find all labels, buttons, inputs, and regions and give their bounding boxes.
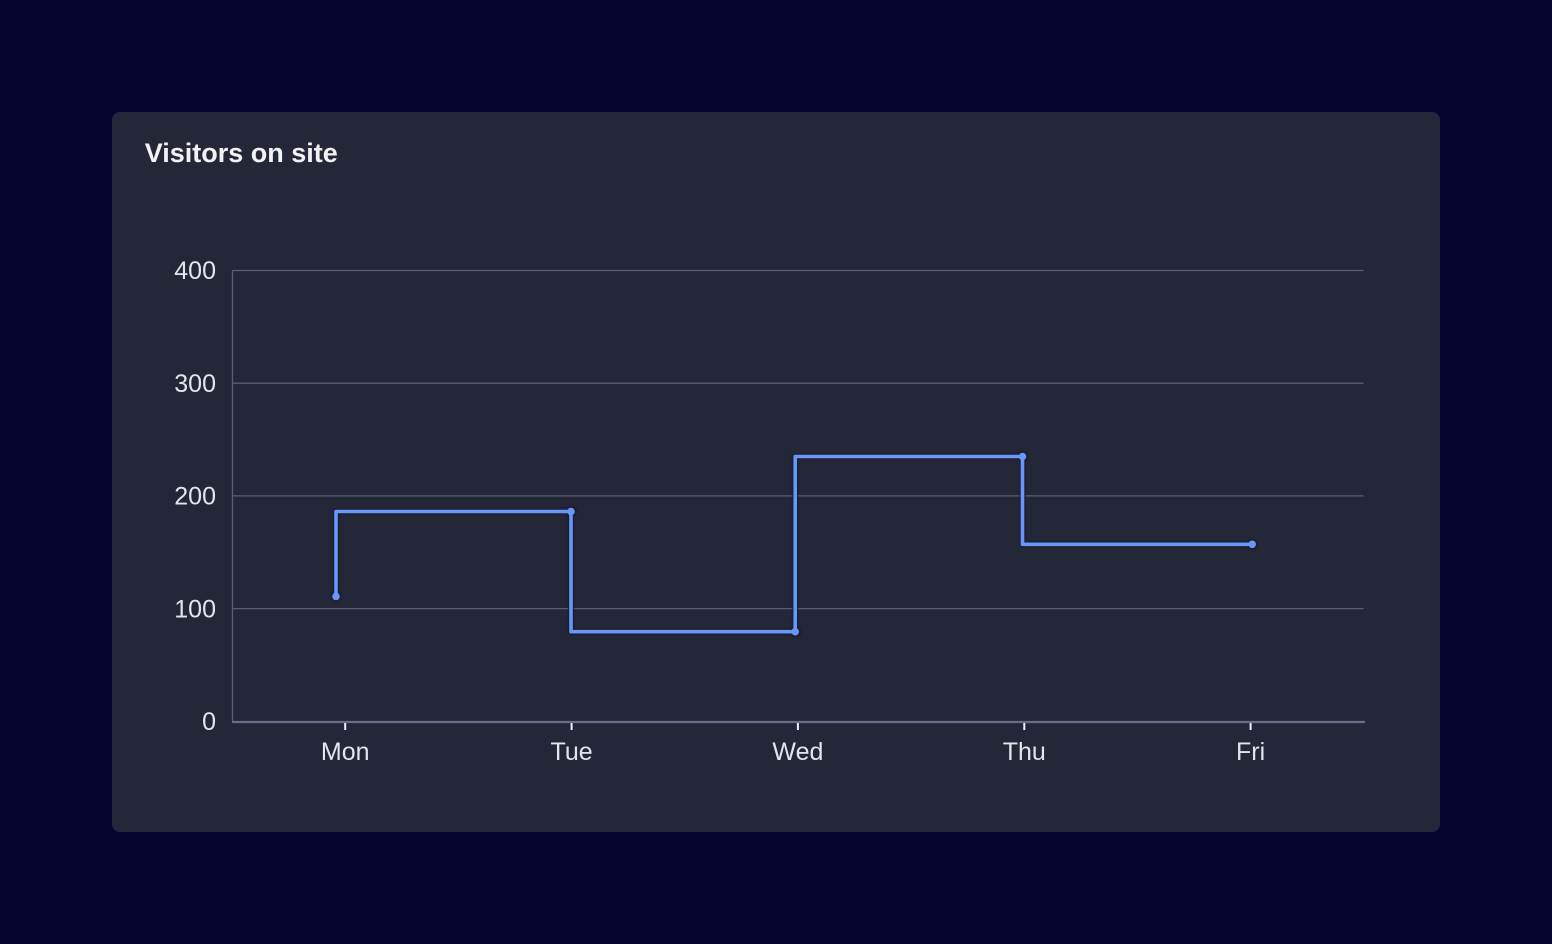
svg-text:300: 300 [174, 370, 216, 398]
svg-text:Wed: Wed [772, 738, 823, 766]
svg-text:Thu: Thu [1003, 738, 1046, 766]
svg-text:Tue: Tue [551, 738, 593, 766]
svg-text:Visitors on site: Visitors on site [145, 138, 338, 168]
svg-text:100: 100 [174, 595, 216, 623]
svg-text:Mon: Mon [321, 738, 370, 766]
svg-text:200: 200 [174, 483, 216, 511]
svg-text:Fri: Fri [1236, 738, 1265, 766]
svg-text:0: 0 [202, 708, 216, 736]
svg-text:400: 400 [174, 257, 216, 285]
